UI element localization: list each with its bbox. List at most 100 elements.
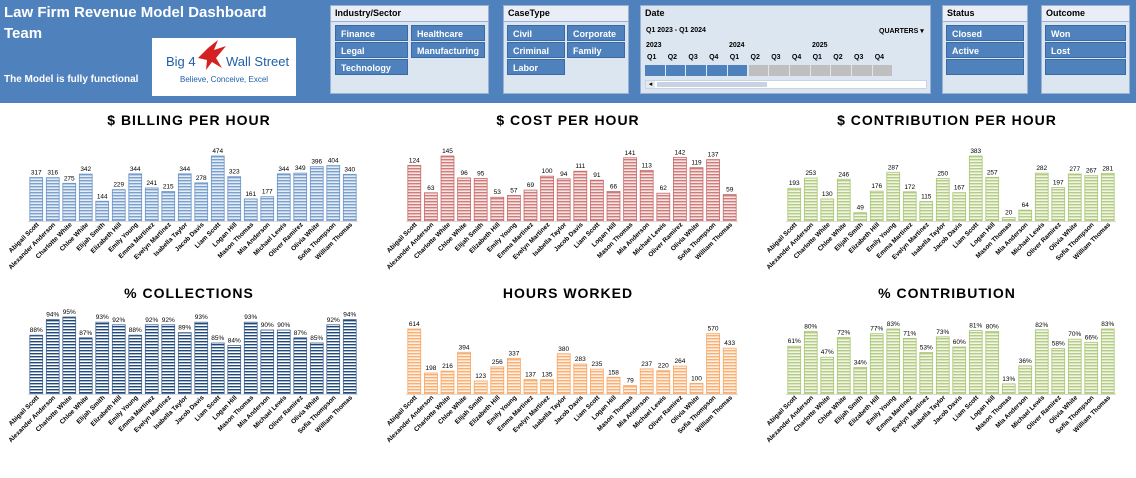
cost-bar: [440, 155, 455, 222]
billing-bar: [276, 173, 291, 222]
contribution-bar: [1051, 187, 1066, 222]
pct_contribution-data-label: 71%: [903, 330, 916, 337]
timeline-quarter-cell[interactable]: [872, 65, 893, 76]
contribution-chart-title: $ CONTRIBUTION PER HOUR: [837, 112, 1057, 128]
billing-bar: [177, 173, 192, 222]
pct_contribution-data-label: 73%: [936, 329, 949, 336]
timeline-quarter-cell[interactable]: [686, 65, 707, 76]
dashboard-header: Law Firm Revenue Model Dashboard Team Th…: [0, 0, 1136, 103]
billing-data-label: 340: [344, 166, 355, 173]
collections-bar: [227, 345, 242, 395]
collections-data-label: 88%: [30, 327, 43, 334]
industry-option-legal[interactable]: Legal: [335, 42, 408, 58]
timeline-quarter-cell[interactable]: [769, 65, 789, 76]
timeline-scroll-thumb[interactable]: [657, 82, 767, 87]
contribution-data-label: 193: [789, 180, 800, 187]
timeline-quarter-label: Q4: [791, 54, 802, 61]
collections-bar: [128, 334, 143, 395]
timeline-title: Date: [641, 6, 930, 22]
casetype-option-corporate[interactable]: Corporate: [567, 25, 625, 41]
pct_contribution-bar: [1051, 348, 1066, 395]
pct_contribution-bar: [935, 336, 950, 395]
pct_contribution-bar: [1067, 338, 1082, 395]
pct_contribution-data-label: 72%: [837, 330, 850, 337]
collections-data-label: 84%: [228, 338, 241, 345]
billing-data-label: 344: [278, 166, 289, 173]
collections-data-label: 94%: [46, 312, 59, 319]
pct_contribution-bar: [968, 330, 983, 395]
hours-data-label: 256: [492, 359, 503, 366]
billing-bar: [293, 172, 308, 222]
status-option-closed[interactable]: Closed: [946, 25, 1024, 41]
collections-data-label: 88%: [129, 327, 142, 334]
timeline-year-2025: 2025: [812, 42, 828, 49]
pct_contribution-data-label: 60%: [953, 339, 966, 346]
collections-bar: [95, 321, 110, 395]
status-option-blank[interactable]: [946, 59, 1024, 75]
cost-bar: [590, 179, 604, 222]
casetype-option-labor[interactable]: Labor: [507, 59, 565, 75]
timeline-quarter-label: Q2: [667, 54, 678, 61]
hours-data-label: 235: [591, 361, 602, 368]
hours-data-label: 570: [708, 326, 719, 333]
timeline-year-2023: 2023: [646, 42, 662, 49]
timeline-quarter-cell[interactable]: [810, 65, 831, 76]
outcome-option-blank[interactable]: [1045, 59, 1126, 75]
timeline-scrollbar[interactable]: ◂: [645, 80, 927, 89]
industry-option-healthcare[interactable]: Healthcare: [411, 25, 485, 41]
timeline-quarter-cell[interactable]: [748, 65, 769, 76]
timeline-level-select[interactable]: QUARTERS ▾: [879, 28, 924, 35]
collections-bar: [210, 342, 225, 395]
scroll-left-icon[interactable]: ◂: [646, 81, 655, 88]
timeline-quarter-label: Q3: [854, 54, 864, 61]
industry-option-finance[interactable]: Finance: [335, 25, 408, 41]
timeline-quarter-cell[interactable]: [727, 65, 748, 76]
billing-bar: [111, 189, 126, 222]
cost-data-label: 100: [542, 168, 553, 175]
timeline-quarter-cell[interactable]: [852, 65, 872, 76]
industry-option-manufacturing[interactable]: Manufacturing: [411, 42, 485, 58]
industry-option-technology[interactable]: Technology: [335, 59, 408, 75]
timeline-quarter-cell[interactable]: [831, 65, 851, 76]
outcome-option-lost[interactable]: Lost: [1045, 42, 1126, 58]
collections-data-label: 85%: [211, 335, 224, 342]
billing-bar: [243, 198, 258, 222]
cost-per-hour-chart: $ COST PER HOUR 124 Abigail Scott 63 Alexan…: [378, 108, 758, 280]
cost-data-label: 53: [494, 189, 502, 196]
pct_contribution-data-label: 70%: [1068, 331, 1081, 338]
pct_contribution-data-label: 58%: [1052, 341, 1065, 348]
timeline-quarter-label: Q1: [812, 54, 822, 61]
billing-data-label: 317: [31, 170, 42, 177]
cost-bar: [540, 175, 554, 222]
billing-bar: [29, 177, 44, 222]
outcome-slicer: Outcome Won Lost: [1041, 5, 1130, 94]
logo-graphic: Big 4 Wall Street Believe, Conceive, Exc…: [166, 40, 289, 84]
billing-data-label: 404: [328, 158, 339, 165]
industry-slicer: Industry/Sector Finance Healthcare Legal…: [330, 5, 489, 94]
cost-bar: [457, 177, 471, 222]
casetype-option-family[interactable]: Family: [567, 42, 625, 58]
hours-bar: [556, 353, 571, 395]
timeline-quarter-cell[interactable]: [707, 65, 727, 76]
cost-bar: [424, 192, 438, 222]
pct_contribution-data-label: 83%: [887, 321, 900, 328]
outcome-option-won[interactable]: Won: [1045, 25, 1126, 41]
casetype-option-civil[interactable]: Civil: [507, 25, 565, 41]
timeline-quarter-cell[interactable]: [789, 65, 810, 76]
billing-bar: [342, 173, 357, 222]
cost-bar: [656, 192, 671, 222]
casetype-option-criminal[interactable]: Criminal: [507, 42, 565, 58]
status-option-active[interactable]: Active: [946, 42, 1024, 58]
contribution-bar: [1034, 172, 1049, 222]
pct_contribution-bar: [1018, 365, 1033, 395]
hours-data-label: 220: [658, 363, 669, 370]
timeline-quarter-cell[interactable]: [645, 65, 665, 76]
timeline-quarter-label: Q2: [833, 54, 843, 61]
collections-data-label: 89%: [178, 325, 191, 332]
pct_contribution-bar: [919, 352, 934, 395]
billing-data-label: 316: [47, 170, 58, 177]
billing-data-label: 161: [245, 191, 256, 198]
timeline-quarter-cell[interactable]: [665, 65, 686, 76]
collections-data-label: 85%: [310, 335, 323, 342]
collections-bar: [111, 324, 126, 395]
